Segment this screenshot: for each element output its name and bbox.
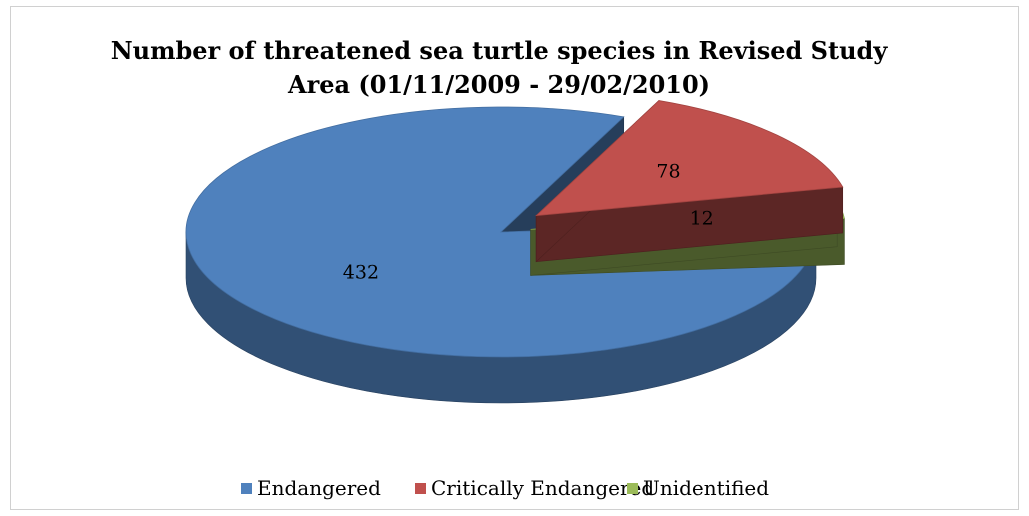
legend: Endangered Critically EndangeredUnidentif… (241, 476, 769, 500)
slice-endangered (185, 106, 817, 358)
legend-item-critically-endangered-swatch (415, 483, 426, 494)
chart-title-line-1: Number of threatened sea turtle species … (111, 36, 889, 65)
chart-frame: Number of threatened sea turtle species … (10, 6, 1019, 510)
legend-item-unidentified-swatch (627, 483, 638, 494)
chart-title-line-2: Area (01/11/2009 - 29/02/2010) (287, 70, 710, 99)
data-label-critically-endangered: 78 (656, 160, 680, 182)
legend-item-unidentified-label: Unidentified (643, 476, 769, 500)
legend-item-critically-endangered-label: Critically Endangered (431, 476, 654, 500)
legend-item-endangered-swatch (241, 483, 252, 494)
data-label-endangered: 432 (343, 261, 379, 283)
data-label-unidentified: 12 (690, 207, 714, 229)
pie-chart: Number of threatened sea turtle species … (111, 36, 889, 500)
legend-item-endangered-label: Endangered (257, 476, 381, 500)
data-labels-layer: 432 78 12 (343, 160, 714, 283)
slice-critically-endangered (535, 100, 844, 217)
slices-layer (185, 99, 845, 404)
